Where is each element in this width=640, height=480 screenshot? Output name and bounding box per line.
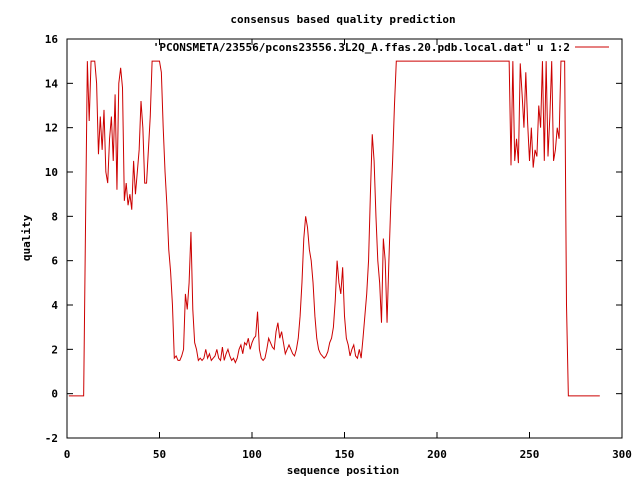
y-tick-label: 4	[51, 299, 58, 312]
legend: 'PCONSMETA/23556/pcons23556.3L2Q_A.ffas.…	[153, 41, 609, 54]
y-tick-label: 12	[45, 122, 58, 135]
x-tick-label: 300	[612, 448, 632, 461]
plot-frame	[66, 38, 623, 439]
x-tick-label: 150	[335, 448, 355, 461]
y-tick-label: 0	[51, 388, 58, 401]
y-axis-label: quality	[20, 214, 33, 261]
y-tick-label: -2	[45, 432, 58, 445]
x-tick-label: 250	[520, 448, 540, 461]
y-tick-label: 16	[45, 33, 59, 46]
y-tick-label: 10	[45, 166, 58, 179]
x-axis-ticks: 0 50 100 150 200 250 300	[64, 39, 632, 461]
x-tick-label: 0	[64, 448, 71, 461]
x-tick-label: 200	[427, 448, 447, 461]
y-tick-label: 2	[51, 343, 58, 356]
x-tick-label: 100	[242, 448, 262, 461]
x-axis-label: sequence position	[287, 464, 400, 477]
chart-title: consensus based quality prediction	[230, 13, 455, 26]
legend-label: 'PCONSMETA/23556/pcons23556.3L2Q_A.ffas.…	[153, 41, 570, 54]
quality-series-line	[68, 60, 600, 397]
y-tick-label: 14	[45, 77, 59, 90]
y-tick-label: 8	[51, 210, 58, 223]
y-axis-ticks: -2 0 2 4 6 8 10 12 14 16	[45, 33, 622, 445]
x-tick-label: 50	[153, 448, 166, 461]
y-tick-label: 6	[51, 255, 58, 268]
